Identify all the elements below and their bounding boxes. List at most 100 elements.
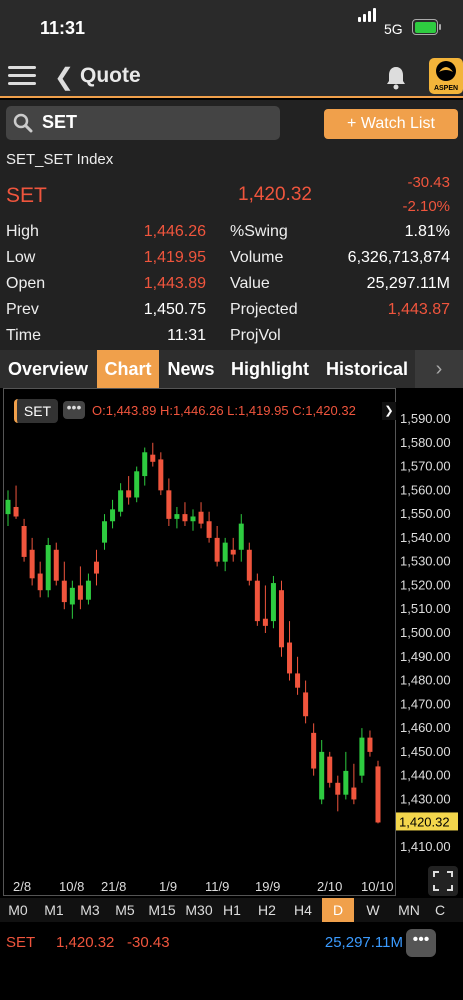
tabs-scroll-right-icon[interactable]: › [415,350,463,388]
y-tick-label: 1,490.00 [400,649,451,664]
candle [174,506,180,529]
menu-icon[interactable] [8,64,36,88]
tab-historical[interactable]: Historical [325,359,409,379]
ticker-more-button[interactable]: ••• [406,929,436,957]
ticker-symbol: SET [6,934,36,951]
y-tick-label: 1,440.00 [400,768,451,783]
back-chevron-icon[interactable]: ❮ [54,64,75,91]
candle [158,452,164,496]
tab-highlight[interactable]: Highlight [231,359,309,379]
candle [367,730,373,757]
candle [238,514,244,562]
quote-value-open: 1,443.89 [143,275,206,292]
fullscreen-icon[interactable] [428,866,458,896]
legend-arrow-icon[interactable]: ❯ [382,402,396,420]
interval-m15[interactable]: M15 [148,902,176,918]
interval-h2[interactable]: H2 [258,902,276,918]
interval-mn[interactable]: MN [398,902,420,918]
search-input[interactable]: SET [6,106,280,140]
candle [375,760,381,824]
tab-news[interactable]: News [167,359,215,379]
interval-m1[interactable]: M1 [44,902,64,918]
status-time: 11:31 [40,18,86,38]
candle [5,490,11,526]
quote-label-time: Time [6,327,41,344]
candle [343,751,349,800]
y-tick-label: 1,550.00 [400,506,451,521]
y-tick-label: 1,450.00 [400,744,451,759]
candle [254,573,260,626]
candle [110,499,116,529]
legend-more-button[interactable]: ••• [63,400,85,419]
candle [295,656,301,695]
tab-overview[interactable]: Overview [7,359,89,379]
quote-label-swing: %Swing [230,223,288,240]
quote-value-projected: 1,443.87 [387,301,450,318]
last-price: 1,420.32 [238,184,312,205]
y-tick-label: 1,590.00 [400,411,451,426]
chart-area: 2/8 10/8 21/8 1/9 11/9 19/9 2/10 10/10 SET ••• … [0,388,463,898]
candle [45,537,51,598]
candle [287,621,293,681]
candle [319,740,325,805]
interval-w[interactable]: W [366,902,380,918]
x-tick-label: 10/8 [59,879,84,894]
index-name: SET_SET Index [6,151,114,168]
quote-value-low: 1,419.95 [143,249,206,266]
ticker-change: -30.43 [127,934,170,951]
candle [327,751,333,788]
interval-c[interactable]: C [434,902,446,918]
battery-icon [412,19,438,35]
legend-symbol[interactable]: SET [14,399,58,423]
search-row: SET + Watch List [0,100,463,144]
watch-list-button[interactable]: + Watch List [324,109,458,139]
candle [311,723,317,776]
interval-m3[interactable]: M3 [80,902,100,918]
interval-h4[interactable]: H4 [294,902,312,918]
last-price-label-bg [396,812,458,831]
candle [37,561,43,598]
price-change-percent: -2.10% [402,198,450,215]
x-tick-label: 19/9 [255,879,280,894]
y-tick-label: 1,540.00 [400,530,451,545]
y-tick-label: 1,480.00 [400,673,451,688]
candle [102,514,108,550]
tab-chart[interactable]: Chart [97,350,159,388]
candle [190,509,196,531]
x-tick-label: 10/10 [361,879,394,894]
y-tick-label: 1,420.00 [400,815,451,830]
interval-m5[interactable]: M5 [115,902,135,918]
quote-value-swing: 1.81% [404,223,450,240]
chart-panel[interactable]: 2/8 10/8 21/8 1/9 11/9 19/9 2/10 10/10 SET ••• … [3,388,396,896]
candle [93,549,99,586]
quote-label-high: High [6,223,39,240]
interval-bar: M0 M1 M3 M5 M15 M30 H1 H2 H4 D W MN C [0,898,463,922]
legend-ohlc: O:1,443.89 H:1,446.26 L:1,419.95 C:1,420… [92,403,356,418]
candle [230,537,236,562]
candle [29,537,35,586]
candle [150,442,156,467]
y-tick-label: 1,460.00 [400,720,451,735]
status-bar: 11:31 5G [0,0,463,56]
interval-h1[interactable]: H1 [223,902,241,918]
x-tick-label: 2/8 [13,879,31,894]
page-title: Quote [80,64,141,87]
interval-m0[interactable]: M0 [8,902,28,918]
candle [166,478,172,526]
candle [335,775,341,812]
candle [359,728,365,783]
bell-icon[interactable] [384,64,408,90]
candle [142,447,148,486]
quote-value-value: 25,297.11M [366,275,450,292]
quote-label-volume: Volume [230,249,284,266]
x-tick-label: 21/8 [101,879,126,894]
nav-bar: ❮ Quote ASPEN [0,56,463,98]
y-tick-label: 1,560.00 [400,482,451,497]
interval-m30[interactable]: M30 [185,902,213,918]
quote-label-projected: Projected [230,301,298,318]
aspen-logo[interactable]: ASPEN [429,58,463,94]
quote-value-prev: 1,450.75 [143,301,206,318]
interval-d[interactable]: D [322,898,354,922]
quote-value-high: 1,446.26 [143,223,206,240]
candle [351,763,357,805]
